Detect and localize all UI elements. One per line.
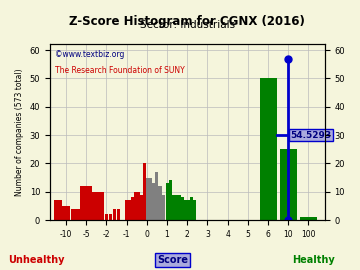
Bar: [128, 200, 131, 220]
Bar: [168, 180, 172, 220]
Bar: [113, 209, 116, 220]
Bar: [105, 214, 108, 220]
Bar: [181, 197, 184, 220]
Bar: [158, 186, 162, 220]
Text: Sector: Industrials: Sector: Industrials: [140, 19, 235, 29]
Title: Z-Score Histogram for CGNX (2016): Z-Score Histogram for CGNX (2016): [69, 15, 305, 28]
Bar: [300, 217, 317, 220]
Bar: [175, 195, 178, 220]
Bar: [137, 192, 140, 220]
Bar: [62, 206, 70, 220]
Bar: [184, 200, 187, 220]
Bar: [190, 197, 193, 220]
Text: Unhealthy: Unhealthy: [8, 255, 64, 265]
Bar: [125, 200, 128, 220]
Bar: [280, 149, 297, 220]
Text: Score: Score: [157, 255, 188, 265]
Bar: [152, 183, 156, 220]
Bar: [140, 195, 143, 220]
Bar: [166, 183, 168, 220]
Text: The Research Foundation of SUNY: The Research Foundation of SUNY: [55, 66, 185, 75]
Text: 54.5293: 54.5293: [290, 131, 332, 140]
Text: ©www.textbiz.org: ©www.textbiz.org: [55, 50, 125, 59]
Bar: [109, 214, 112, 220]
Bar: [260, 79, 277, 220]
Text: Healthy: Healthy: [292, 255, 334, 265]
Bar: [117, 209, 120, 220]
Bar: [172, 195, 175, 220]
Y-axis label: Number of companies (573 total): Number of companies (573 total): [15, 69, 24, 196]
Bar: [156, 172, 158, 220]
Bar: [92, 192, 104, 220]
Bar: [162, 195, 165, 220]
Bar: [54, 200, 62, 220]
Bar: [147, 178, 149, 220]
Bar: [134, 192, 137, 220]
Bar: [193, 200, 196, 220]
Bar: [178, 195, 181, 220]
Bar: [71, 209, 81, 220]
Bar: [143, 163, 147, 220]
Bar: [131, 197, 134, 220]
Bar: [80, 186, 92, 220]
Bar: [149, 178, 152, 220]
Bar: [187, 200, 190, 220]
